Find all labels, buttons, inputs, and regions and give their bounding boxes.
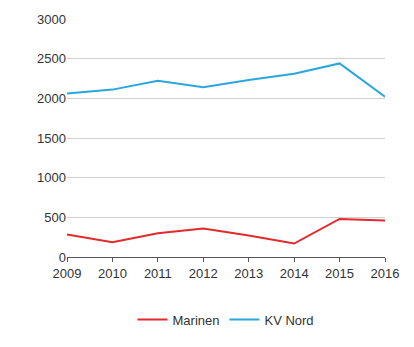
svg-text:1000: 1000 [37,170,66,185]
svg-text:1500: 1500 [37,131,66,146]
svg-text:2009: 2009 [53,266,82,281]
svg-text:2013: 2013 [234,266,263,281]
svg-text:2012: 2012 [189,266,218,281]
svg-text:Marinen: Marinen [173,313,220,328]
svg-text:2000: 2000 [37,91,66,106]
svg-text:2011: 2011 [144,266,172,281]
svg-text:2010: 2010 [98,266,127,281]
svg-text:2016: 2016 [371,266,400,281]
svg-text:2015: 2015 [325,266,354,281]
svg-text:3000: 3000 [37,12,66,27]
svg-text:2014: 2014 [280,266,309,281]
svg-text:2500: 2500 [37,51,66,66]
svg-text:KV Nord: KV Nord [264,313,313,328]
svg-text:500: 500 [44,210,66,225]
svg-text:0: 0 [59,250,66,265]
